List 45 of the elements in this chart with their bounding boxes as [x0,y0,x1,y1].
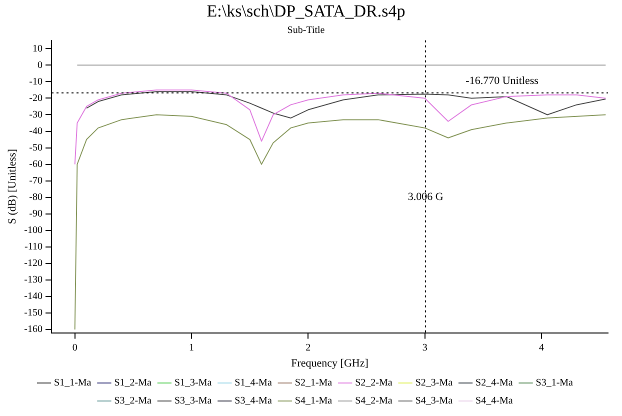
y-tick-label: -40 [29,126,43,137]
y-axis-title: S (dB) [Unitless] [6,149,18,224]
y-tick-label: -100 [24,225,43,236]
legend-label: S4_1-Ma [294,396,333,407]
y-tick-label: -110 [24,242,43,253]
x-axis-title: Frequency [GHz] [291,357,368,370]
y-tick-label: -140 [24,291,43,302]
y-tick-label: -120 [24,258,43,270]
legend-label: S4_3-Ma [415,396,454,407]
legend-label: S1_1-Ma [54,378,92,389]
legend-label: S2_4-Ma [476,378,514,389]
legend-label: S2_1-Ma [294,378,333,389]
legend-label: S3_3-Ma [174,396,212,407]
y-tick-label: 0 [38,60,43,71]
legend-label: S1_3-Ma [174,378,212,389]
y-tick-label: -20 [29,92,43,104]
chart-title: E:\ks\sch\DP_SATA_DR.s4p [206,2,406,21]
y-tick-label: -50 [29,142,43,154]
y-tick-label: -60 [29,158,43,170]
y-tick-label: -70 [29,175,43,186]
y-tick-label: -80 [29,192,43,203]
x-tick-label: 3 [422,342,428,354]
x-tick-label: 2 [306,342,311,354]
x-tick-label: 0 [72,342,78,354]
legend-label: S3_4-Ma [234,396,272,407]
x-tick-label: 1 [189,342,194,354]
y-tick-label: -30 [29,109,43,120]
legend-label: S4_2-Ma [355,396,393,407]
legend-label: S1_2-Ma [114,378,152,389]
ref-line-label: 3.006 G [408,191,444,204]
legend-label: S2_3-Ma [415,378,454,389]
x-tick-label: 4 [539,342,544,354]
legend-label: S1_4-Ma [234,378,272,389]
y-tick-label: -150 [24,308,43,319]
legend-label: S2_2-Ma [355,378,393,389]
legend-label: S4_4-Ma [476,396,514,407]
ref-line-label: -16.770 Unitless [466,74,538,87]
y-tick-label: -90 [29,208,43,220]
y-tick-label: -130 [24,274,43,286]
legend-label: S3_1-Ma [536,378,574,389]
legend-label: S3_2-Ma [114,396,152,407]
y-tick-label: -10 [29,76,43,88]
y-tick-label: 10 [32,43,43,54]
y-tick-label: -160 [24,324,43,336]
chart-subtitle: Sub-Title [287,25,326,36]
